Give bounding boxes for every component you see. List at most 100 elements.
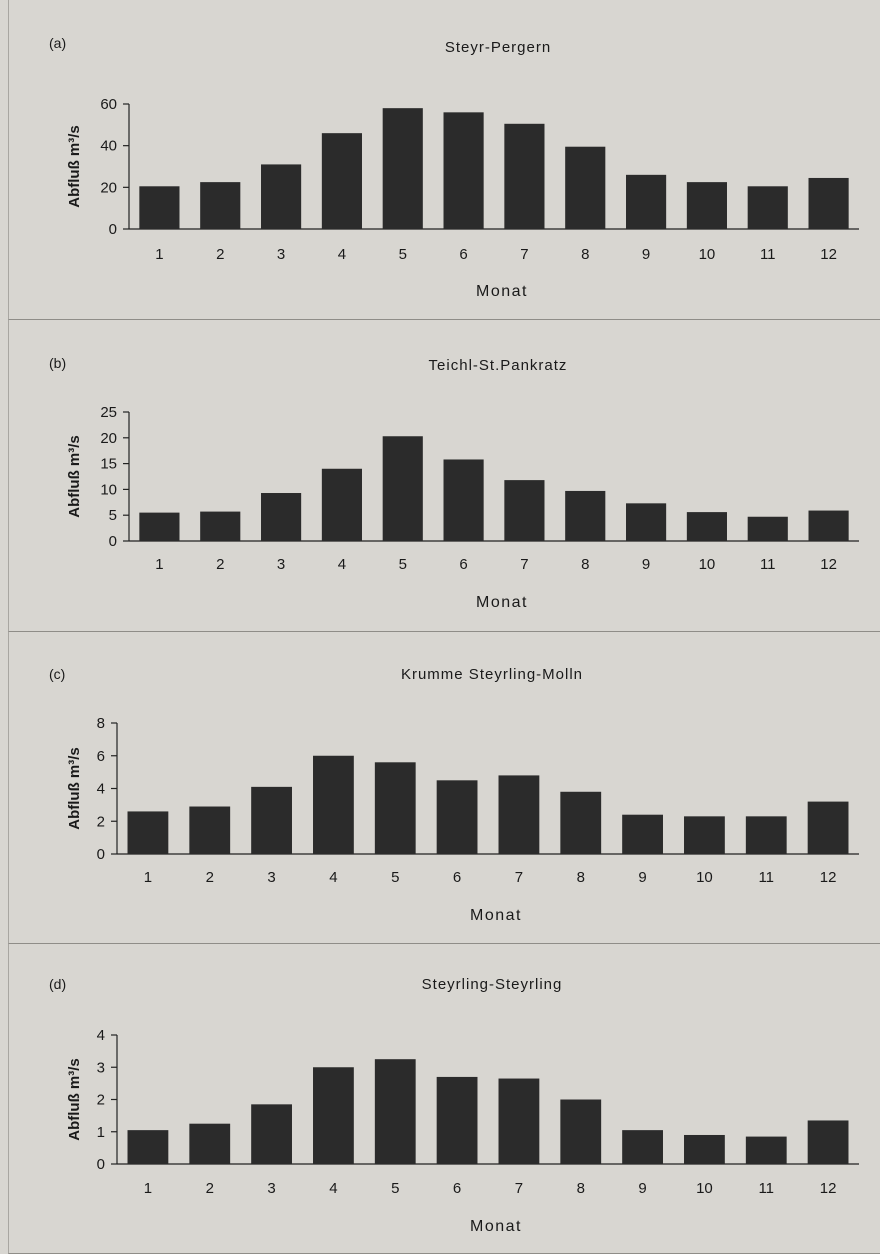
x-tick-label: 12 (820, 246, 837, 263)
y-tick-label: 0 (97, 846, 105, 863)
bar (498, 775, 540, 854)
bar (684, 1134, 725, 1164)
x-tick-label: 5 (391, 869, 399, 886)
x-tick-label: 5 (399, 556, 407, 573)
x-tick-label: 1 (155, 246, 163, 263)
y-tick-label: 3 (97, 1059, 105, 1076)
x-tick-label: 4 (329, 869, 337, 886)
bar (139, 512, 180, 541)
bar (565, 146, 606, 229)
bar (745, 816, 787, 854)
bar (127, 811, 169, 854)
x-tick-label: 8 (577, 1180, 585, 1197)
x-tick-label: 7 (520, 246, 528, 263)
bar (189, 1123, 231, 1164)
bar (189, 806, 231, 854)
x-tick-label: 3 (277, 246, 285, 263)
chart-panel: (b) Teichl-St.Pankratz 0 5 10 15 20 25 Abfluß m³… (8, 320, 880, 632)
bar (808, 177, 849, 229)
x-tick-label: 11 (760, 246, 776, 263)
panel-label: (c) (49, 666, 65, 682)
x-tick-label: 8 (581, 246, 589, 263)
bar (622, 1130, 663, 1164)
bar (374, 1059, 416, 1164)
y-tick-label: 2 (97, 1092, 105, 1109)
bar (747, 516, 788, 541)
y-tick-label: 4 (97, 781, 105, 798)
panel-label: (d) (49, 976, 66, 992)
y-tick-label: 20 (100, 179, 117, 196)
y-axis-label: Abfluß m³/s (66, 1058, 83, 1141)
x-tick-label: 11 (760, 556, 776, 573)
x-tick-label: 5 (391, 1180, 399, 1197)
x-tick-label: 4 (338, 246, 346, 263)
x-tick-label: 3 (267, 869, 275, 886)
bar (686, 512, 727, 541)
x-tick-label: 7 (520, 556, 528, 573)
chart-panel: (d) Steyrling-Steyrling 0 1 2 3 4 Abfluß m³/s 1 2… (8, 944, 880, 1254)
x-tick-label: 2 (216, 556, 224, 573)
bar (443, 459, 484, 541)
y-tick-label: 25 (100, 404, 117, 421)
bar (321, 133, 362, 229)
x-tick-label: 11 (758, 869, 774, 886)
bar (436, 780, 478, 854)
y-tick-label: 5 (109, 507, 117, 524)
x-tick-label: 2 (206, 1180, 214, 1197)
x-tick-label: 8 (577, 869, 585, 886)
y-tick-label: 4 (97, 1027, 105, 1044)
x-tick-label: 11 (758, 1180, 774, 1197)
y-tick-label: 20 (100, 430, 117, 447)
panel-label: (a) (49, 35, 66, 51)
x-tick-label: 1 (144, 1180, 152, 1197)
x-tick-label: 9 (638, 1180, 646, 1197)
bar (127, 1130, 169, 1164)
x-tick-label: 7 (515, 869, 523, 886)
chart-panel: (c) Krumme Steyrling-Molln 0 2 4 6 8 Abfluß m³/… (8, 632, 880, 944)
bar (747, 186, 788, 229)
x-tick-label: 8 (581, 556, 589, 573)
x-tick-label: 1 (144, 869, 152, 886)
x-tick-label: 4 (329, 1180, 337, 1197)
bar (560, 1099, 602, 1164)
x-tick-label: 4 (338, 556, 346, 573)
y-tick-label: 60 (100, 96, 117, 113)
bar (807, 1120, 849, 1164)
bar (313, 755, 354, 854)
bar (313, 1067, 354, 1164)
x-axis-label: Monat (470, 907, 522, 924)
bar (139, 186, 180, 229)
y-tick-label: 0 (97, 1156, 105, 1173)
chart-panel: (a) Steyr-Pergern 0 20 40 60 Abfluß m³/s 1 2 3 4 5 6… (8, 0, 880, 320)
y-tick-label: 10 (100, 481, 117, 498)
x-tick-label: 2 (216, 246, 224, 263)
bar (374, 762, 416, 854)
x-axis-label: Monat (476, 594, 528, 611)
x-tick-label: 1 (155, 556, 163, 573)
x-tick-label: 10 (696, 869, 713, 886)
bar (560, 791, 602, 854)
bar (200, 511, 241, 541)
x-tick-label: 2 (206, 869, 214, 886)
bar (382, 436, 423, 541)
x-tick-label: 3 (267, 1180, 275, 1197)
bar (745, 1136, 787, 1164)
x-tick-label: 9 (638, 869, 646, 886)
bar (626, 174, 667, 229)
bar (251, 1104, 292, 1164)
bar (808, 510, 849, 541)
x-axis-label: Monat (476, 283, 528, 300)
bar (504, 123, 545, 229)
bar (382, 108, 423, 229)
y-tick-label: 6 (97, 748, 105, 765)
y-axis-label: Abfluß m³/s (66, 435, 83, 518)
bar (498, 1078, 540, 1164)
bar (686, 182, 727, 229)
x-tick-label: 10 (696, 1180, 713, 1197)
x-tick-label: 10 (699, 556, 716, 573)
bar (684, 816, 725, 854)
x-tick-label: 12 (820, 869, 837, 886)
